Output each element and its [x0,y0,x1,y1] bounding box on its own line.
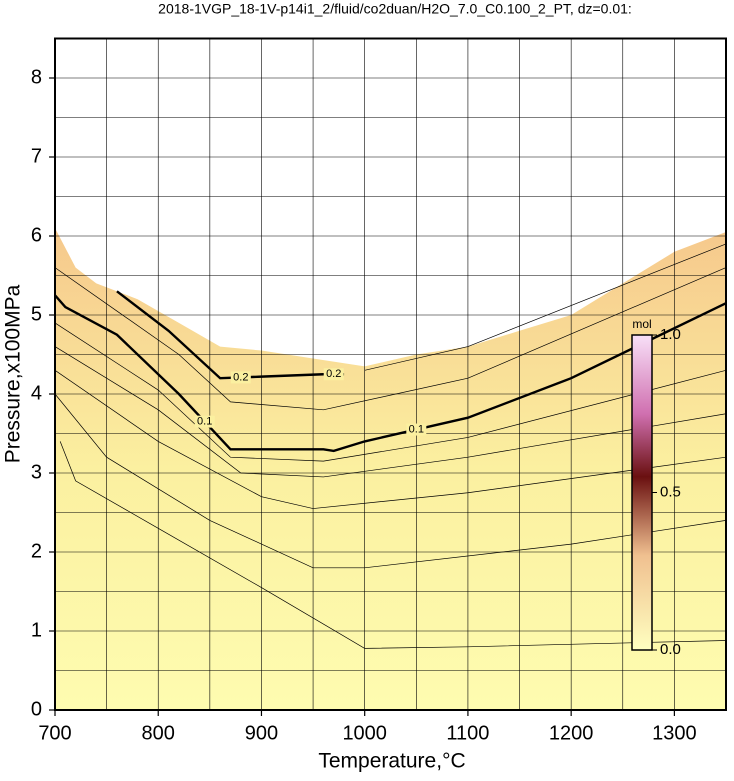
x-tick-label: 900 [245,722,278,744]
y-axis-label: Pressure,x100MPa [2,284,25,463]
colorbar [631,334,653,651]
contour-label: 0.2 [233,371,248,383]
colorbar-tick-label: 0.5 [660,483,681,500]
y-tick-label: 0 [31,698,42,720]
contour-label: 0.1 [197,416,212,428]
y-tick-label: 5 [31,303,42,325]
x-tick-label: 1000 [342,722,387,744]
contour-line [54,370,727,509]
colorbar-tick-label: 1.0 [660,326,681,343]
x-tick-label: 700 [38,722,71,744]
contour-line [54,294,727,453]
y-tick-label: 8 [31,66,42,88]
y-tick-label: 1 [31,619,42,641]
contour-label-bg [194,415,215,428]
contour-label-bg [230,371,251,384]
contour-line [54,346,727,478]
contour-line [59,441,727,649]
colorbar-tick-label: 0.0 [660,641,681,658]
y-tick-label: 7 [31,145,42,167]
y-tick-label: 4 [31,382,42,404]
contour-line [54,322,727,462]
colorbar-label: mol [632,317,651,331]
contour-label-bg [323,368,344,381]
y-tick-label: 2 [31,540,42,562]
contour-line [54,393,727,569]
data-field [55,228,726,710]
x-tick-label: 1300 [652,722,697,744]
contour-line [54,267,727,411]
plot-frame [54,37,727,711]
contour-label: 0.2 [326,368,341,380]
x-tick-label: 800 [142,722,175,744]
y-tick-label: 3 [31,461,42,483]
x-axis-label: Temperature,°C [318,750,465,773]
contour-line [364,243,727,371]
y-tick-label: 6 [31,224,42,246]
x-tick-label: 1100 [446,722,489,744]
x-tick-label: 1200 [549,722,594,744]
contour-label-bg [406,423,427,436]
chart-title: 2018-1VGP_18-1V-p14i1_2/fluid/co2duan/H2… [158,1,632,17]
contour-label: 0.1 [409,423,424,435]
